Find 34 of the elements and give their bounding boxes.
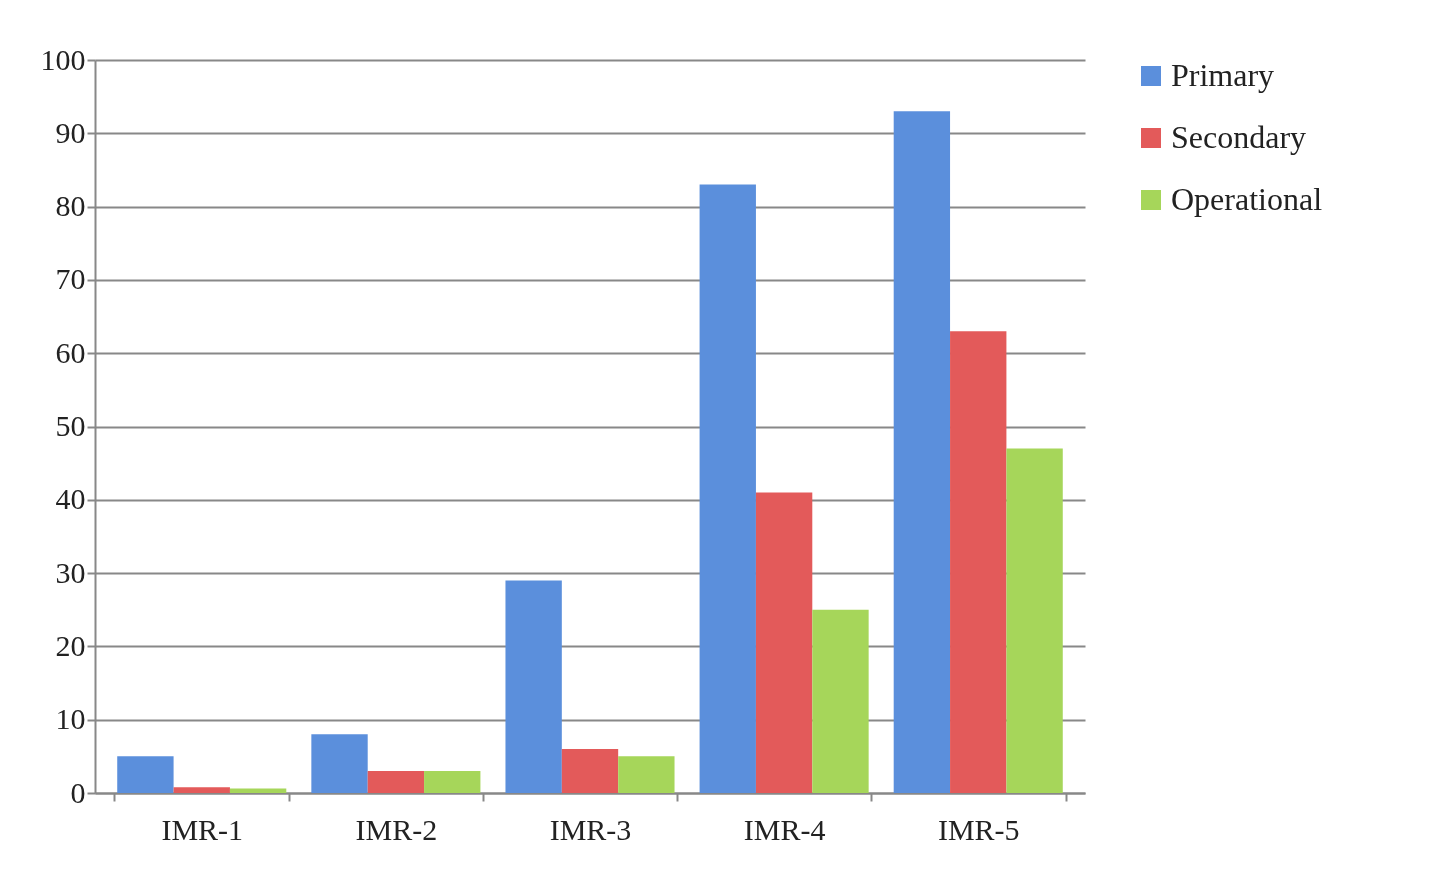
bar bbox=[755, 492, 813, 793]
bar bbox=[367, 771, 425, 793]
bar bbox=[117, 756, 174, 793]
bar bbox=[950, 331, 1007, 793]
bar bbox=[561, 749, 619, 793]
bar bbox=[229, 788, 287, 793]
y-tick-label: 10 bbox=[55, 702, 86, 736]
bar bbox=[173, 787, 230, 793]
bar bbox=[812, 609, 869, 793]
bar bbox=[893, 111, 951, 793]
bar bbox=[311, 734, 368, 793]
x-tick-label: IMR-2 bbox=[355, 812, 438, 846]
legend-label: Primary bbox=[1171, 57, 1275, 93]
y-tick-label: 100 bbox=[40, 42, 86, 76]
y-tick-label: 50 bbox=[55, 409, 86, 442]
x-tick-label: IMR-1 bbox=[161, 812, 244, 846]
y-tick-label: 20 bbox=[55, 628, 86, 662]
y-tick-label: 30 bbox=[55, 555, 86, 589]
x-tick-label: IMR-4 bbox=[743, 812, 826, 846]
y-tick-label: 80 bbox=[55, 189, 86, 223]
x-tick-label: IMR-5 bbox=[937, 812, 1020, 846]
y-tick-label: 70 bbox=[55, 262, 86, 296]
y-tick-label: 60 bbox=[55, 335, 86, 369]
bar bbox=[699, 184, 756, 793]
legend-label: Operational bbox=[1171, 181, 1323, 217]
bar bbox=[1006, 448, 1063, 793]
y-tick-label: 90 bbox=[55, 115, 86, 149]
bar bbox=[618, 756, 675, 793]
y-tick-label: 40 bbox=[55, 482, 86, 516]
legend-label: Secondary bbox=[1171, 119, 1307, 155]
y-tick-label: 0 bbox=[70, 775, 86, 809]
bar bbox=[424, 771, 481, 793]
x-tick-label: IMR-3 bbox=[549, 812, 632, 846]
bar bbox=[505, 580, 562, 793]
